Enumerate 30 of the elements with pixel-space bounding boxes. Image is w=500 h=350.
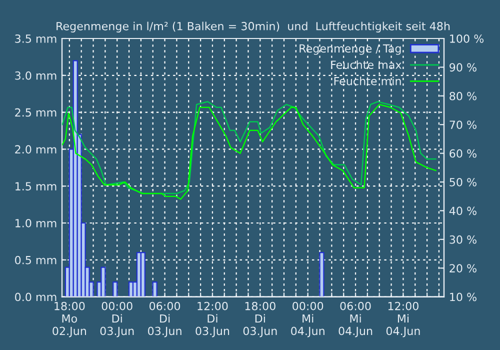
y2-tick-label: 100 % [450,34,484,43]
y2-tick-label: 40 % [449,206,476,216]
y-tick-label: 0.0 mm [15,292,56,302]
x-tick-label: 06:00 Di 03.Jun [148,302,182,338]
x-tick-label: 00:00 Mi 04.Jun [291,302,324,338]
y2-tick-label: 80 % [450,92,476,100]
x-tick-label: 00:00 Di 03.Jun [100,302,134,338]
legend-label: Feuchte min [334,76,401,86]
y2-tick-label: 60 % [450,149,476,158]
y-tick-label: 3.5 mm [15,34,56,43]
y-tick-label: 2.0 mm [15,145,56,154]
chart-title: Regenmenge in l/m² (1 Balken = 30min) und Luftfeuchtigkeit seit 48h [56,22,450,32]
x-tick-label: 18:00 Di 03.Jun [243,302,277,338]
y2-tick-label: 90 % [450,63,476,72]
y2-tick-label: 30 % [450,235,476,244]
legend-label: Feuchte max [331,60,402,69]
y2-tick-label: 70 % [450,120,476,129]
y2-tick-label: 50 % [450,178,476,186]
legend-label: Regenmenge / Tag [300,44,401,55]
y-tick-label: 1.5 mm [16,182,56,190]
y2-tick-label: 10 % [450,292,476,302]
y2-tick-label: 20 % [450,264,476,272]
y-tick-label: 0.5 mm [15,256,56,264]
x-tick-label: 12:00 Di 03.Jun [196,302,230,338]
y-tick-label: 2.5 mm [15,108,56,117]
x-tick-label: 12:00 Mi 04.Jun [386,302,420,338]
x-tick-label: 18:00 Mo 02.Jun [52,302,86,338]
y-tick-label: 1.0 mm [16,218,56,228]
y-tick-label: 3.0 mm [15,71,56,80]
x-tick-label: 06:00 Mi 04.Jun [338,302,372,338]
